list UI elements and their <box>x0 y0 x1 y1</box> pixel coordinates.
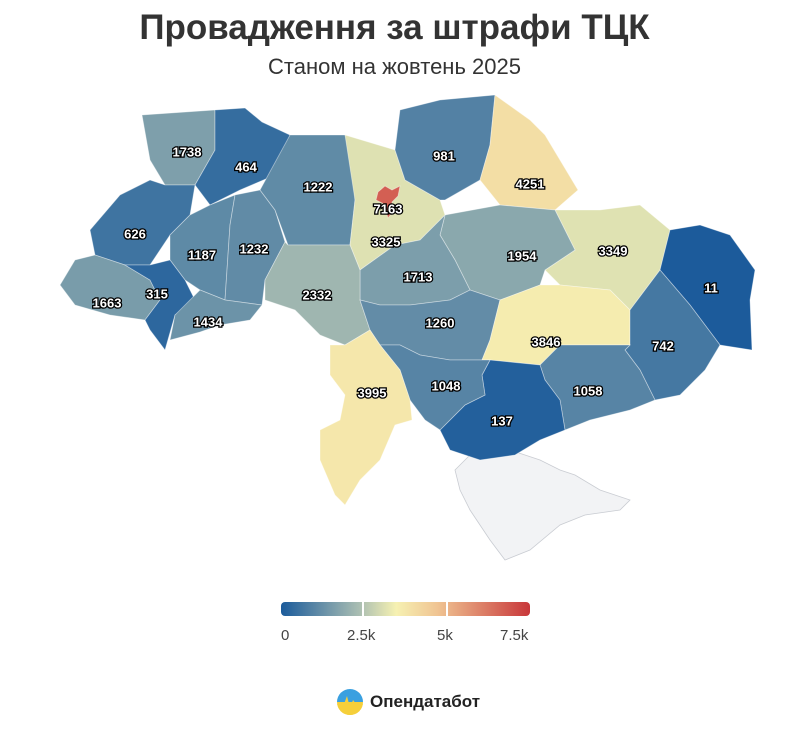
region-value-label: 1954 <box>508 248 538 263</box>
region-value-label: 981 <box>433 148 455 163</box>
region-no-data <box>454 449 631 561</box>
region-value-label: 1663 <box>93 295 122 310</box>
map-region[interactable] <box>123 259 196 351</box>
map-region[interactable] <box>169 289 263 341</box>
map-region[interactable] <box>375 185 401 219</box>
region-value-label: 1713 <box>404 269 433 284</box>
region-value-label: 1222 <box>304 179 333 194</box>
region-value-label: 137 <box>491 413 513 428</box>
region-value-label: 626 <box>124 226 146 241</box>
map-region[interactable] <box>194 107 291 206</box>
brand-name: Опендатабот <box>370 692 481 711</box>
legend-tick: 7.5k <box>500 627 529 644</box>
region-value-label: 3325 <box>372 234 401 249</box>
map-region[interactable] <box>479 94 579 211</box>
page-subtitle: Станом на жовтень 2025 <box>268 54 521 79</box>
legend-tick: 0 <box>281 627 290 644</box>
map-region[interactable] <box>319 329 413 506</box>
region-value-label: 742 <box>652 338 674 353</box>
region-value-label: 3349 <box>599 243 628 258</box>
legend-tick: 2.5k <box>347 627 376 644</box>
region-value-label: 315 <box>146 286 168 301</box>
ukraine-choropleth-map: 1738 464 626 1187 1232 1222 3325 981 4251 3349 11 1… <box>59 94 756 561</box>
map-region[interactable] <box>624 269 721 401</box>
region-value-label: 1260 <box>426 315 455 330</box>
map-region[interactable] <box>359 213 471 306</box>
region-value-label: 2332 <box>303 287 332 302</box>
page-title: Провадження за штрафи ТЦК <box>139 8 650 47</box>
brand-logo: Опендатабот <box>336 688 480 716</box>
region-value-label: 3995 <box>358 385 387 400</box>
color-scale-legend <box>281 602 530 616</box>
region-value-label: 3846 <box>532 334 561 349</box>
legend-separator <box>362 602 364 616</box>
region-value-label: 11 <box>704 280 718 295</box>
legend-separator <box>446 602 448 616</box>
region-value-label: 464 <box>235 159 257 174</box>
region-value-label: 1738 <box>173 144 202 159</box>
region-value-label: 4251 <box>516 176 545 191</box>
map-region[interactable] <box>379 344 491 431</box>
region-value-label: 1187 <box>188 247 216 262</box>
region-value-label: 1232 <box>240 241 269 256</box>
region-value-label: 1048 <box>432 378 461 393</box>
map-region[interactable] <box>264 241 371 346</box>
legend-tick: 5k <box>437 627 453 644</box>
opendatabot-logo-icon <box>337 689 363 715</box>
region-value-label: 7163 <box>374 201 403 216</box>
region-value-label: 1058 <box>574 383 603 398</box>
region-value-label: 1434 <box>194 314 224 329</box>
